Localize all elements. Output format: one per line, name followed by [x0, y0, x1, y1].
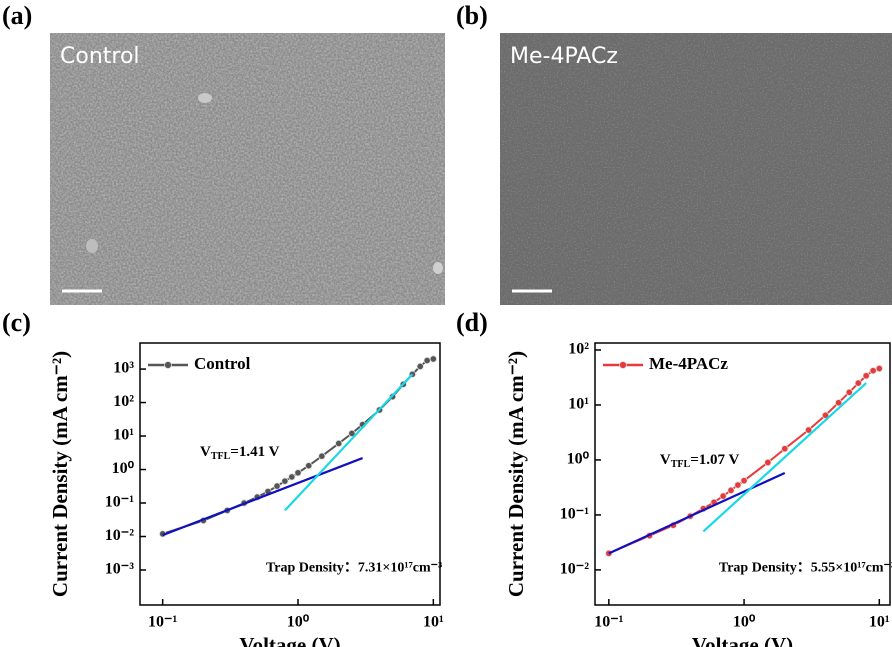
- panel-label: (a): [2, 1, 32, 30]
- y-axis-label: Current Density (mA cm⁻²): [504, 351, 528, 597]
- data-point: [305, 462, 313, 470]
- panel-label: (b): [456, 1, 488, 30]
- data-point: [281, 477, 289, 485]
- y-tick-label: 10⁻²: [560, 561, 589, 578]
- data-point: [781, 445, 789, 453]
- data-point: [740, 477, 748, 485]
- data-point: [294, 469, 302, 477]
- legend-label: Me-4PACz: [649, 354, 728, 373]
- legend-marker: [619, 361, 627, 369]
- y-tick-label: 10³: [113, 360, 134, 377]
- annotation-part: Trap Density：5.55×10¹⁷cm⁻³: [719, 561, 892, 576]
- data-point: [875, 364, 883, 373]
- data-point: [318, 452, 326, 460]
- x-axis-label: Voltage (V): [692, 633, 793, 647]
- annotation-part: Trap Density：7.31×10¹⁷cm⁻³: [266, 561, 442, 576]
- image-label: Me-4PACz: [510, 44, 618, 69]
- fit-line: [608, 471, 786, 555]
- panel-label: (c): [2, 308, 31, 337]
- legend-marker: [164, 361, 172, 369]
- y-axis-label: Current Density (mA cm⁻²): [48, 351, 72, 597]
- data-point: [429, 355, 437, 363]
- data-point: [335, 439, 343, 448]
- x-tick-label: 10¹: [423, 614, 444, 631]
- data-point: [416, 362, 424, 371]
- data-point: [834, 399, 843, 407]
- plot-frame: [594, 342, 891, 606]
- fit-line: [162, 457, 363, 537]
- annotation: Trap Density：7.31×10¹⁷cm⁻³: [266, 561, 442, 576]
- data-point: [288, 473, 296, 481]
- image-label: Control: [60, 44, 140, 69]
- x-tick-label: 10⁰: [733, 614, 756, 631]
- x-tick-label: 10⁻¹: [594, 614, 623, 631]
- data-point: [862, 372, 870, 380]
- x-tick-label: 10¹: [869, 614, 890, 631]
- data-point: [764, 458, 772, 467]
- data-point: [348, 429, 356, 437]
- plot-frame: [139, 342, 441, 606]
- fit-line: [284, 373, 414, 512]
- legend-label: Control: [194, 354, 251, 373]
- annotation-part: TFL: [211, 451, 231, 462]
- data-line: [608, 367, 880, 555]
- y-tick-label: 10²: [568, 341, 589, 358]
- annotation-part: V: [200, 444, 211, 460]
- data-point: [821, 411, 830, 419]
- y-tick-label: 10⁰: [112, 460, 135, 477]
- annotation-part: =1.41 V: [230, 444, 279, 460]
- panel-label: (d): [456, 308, 488, 337]
- x-tick-label: 10⁰: [287, 614, 310, 631]
- x-tick-label: 10⁻¹: [148, 614, 177, 631]
- data-point: [273, 482, 281, 490]
- y-tick-label: 10¹: [568, 396, 589, 413]
- y-tick-label: 10⁰: [567, 451, 590, 468]
- sem-image-a: [50, 33, 445, 305]
- y-tick-label: 10⁻²: [105, 527, 134, 544]
- annotation-part: =1.07 V: [690, 452, 739, 468]
- data-point: [423, 356, 431, 365]
- annotation-part: V: [660, 452, 671, 468]
- fit-line: [702, 382, 867, 533]
- annotation: VTFL=1.07 V: [660, 452, 740, 470]
- y-tick-label: 10⁻³: [105, 561, 134, 578]
- data-point: [854, 379, 862, 387]
- data-point: [727, 486, 735, 494]
- data-point: [845, 388, 853, 396]
- sem-image-b: [500, 33, 892, 305]
- x-axis-label: Voltage (V): [239, 633, 340, 647]
- y-tick-label: 10¹: [113, 427, 134, 444]
- y-tick-label: 10²: [113, 393, 134, 410]
- data-point: [719, 492, 727, 500]
- data-point: [869, 367, 877, 375]
- annotation: Trap Density：5.55×10¹⁷cm⁻³: [719, 561, 892, 576]
- data-point: [734, 481, 742, 489]
- y-tick-label: 10⁻¹: [560, 506, 589, 523]
- data-point: [804, 426, 813, 434]
- annotation-part: TFL: [671, 459, 691, 470]
- y-tick-label: 10⁻¹: [105, 494, 134, 511]
- annotation: VTFL=1.41 V: [200, 444, 280, 462]
